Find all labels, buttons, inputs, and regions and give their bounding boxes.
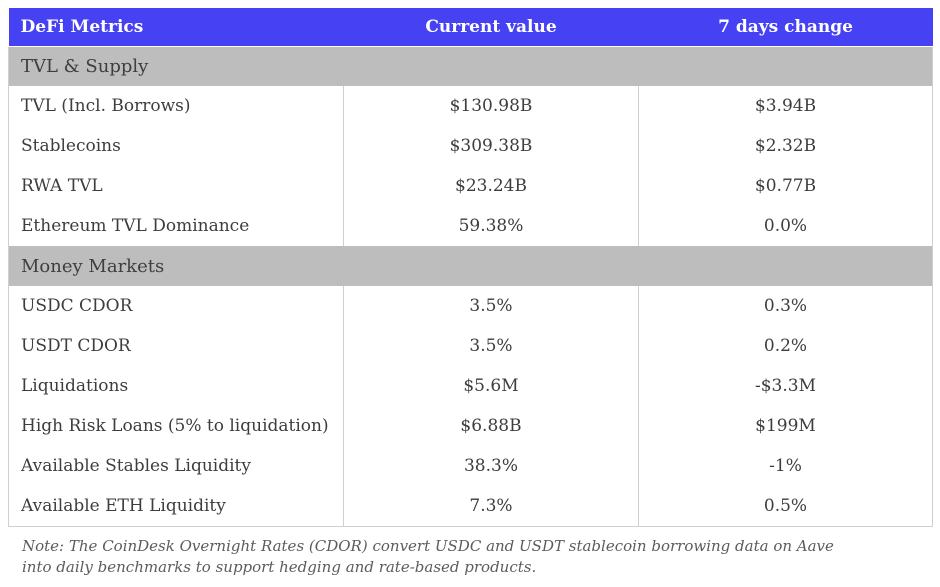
current-value-cell: 3.5% [343,326,639,366]
table-header: DeFi Metrics Current value 7 days change [8,8,933,47]
metric-cell: TVL (Incl. Borrows) [8,86,344,126]
metric-cell: Liquidations [8,366,344,406]
table-body: TVL & Supply TVL (Incl. Borrows) $130.98B $… [8,46,933,527]
header-row: DeFi Metrics Current value 7 days change [8,8,933,47]
change-cell: 0.2% [638,326,933,366]
table-row: High Risk Loans (5% to liquidation) $6.88… [8,406,933,446]
current-value-cell: 7.3% [343,486,639,527]
current-value-cell: 38.3% [343,446,639,486]
section-title: Money Markets [8,246,933,286]
section-row: TVL & Supply [8,46,933,86]
change-cell: $0.77B [638,166,933,206]
column-header-7-days-change: 7 days change [638,8,933,47]
current-value-cell: $5.6M [343,366,639,406]
current-value-cell: 59.38% [343,206,639,246]
table-row: TVL (Incl. Borrows) $130.98B $3.94B [8,86,933,126]
defi-metrics-table: DeFi Metrics Current value 7 days change… [8,8,933,527]
metric-cell: Available ETH Liquidity [8,486,344,527]
table-row: Available Stables Liquidity 38.3% -1% [8,446,933,486]
table-row: RWA TVL $23.24B $0.77B [8,166,933,206]
table-row: Liquidations $5.6M -$3.3M [8,366,933,406]
change-cell: -$3.3M [638,366,933,406]
table-row: Stablecoins $309.38B $2.32B [8,126,933,166]
metric-cell: Stablecoins [8,126,344,166]
section-row: Money Markets [8,246,933,286]
current-value-cell: 3.5% [343,286,639,326]
section-title: TVL & Supply [8,46,933,86]
table-row: Available ETH Liquidity 7.3% 0.5% [8,486,933,527]
change-cell: $199M [638,406,933,446]
change-cell: $3.94B [638,86,933,126]
current-value-cell: $23.24B [343,166,639,206]
metric-cell: RWA TVL [8,166,344,206]
metric-cell: USDT CDOR [8,326,344,366]
column-header-metric: DeFi Metrics [8,8,344,47]
table-row: USDC CDOR 3.5% 0.3% [8,286,933,326]
metric-cell: Ethereum TVL Dominance [8,206,344,246]
column-header-current-value: Current value [343,8,639,47]
metric-cell: High Risk Loans (5% to liquidation) [8,406,344,446]
current-value-cell: $130.98B [343,86,639,126]
table-row: USDT CDOR 3.5% 0.2% [8,326,933,366]
change-cell: 0.0% [638,206,933,246]
current-value-cell: $309.38B [343,126,639,166]
metric-cell: Available Stables Liquidity [8,446,344,486]
table-row: Ethereum TVL Dominance 59.38% 0.0% [8,206,933,246]
change-cell: 0.3% [638,286,933,326]
metric-cell: USDC CDOR [8,286,344,326]
change-cell: 0.5% [638,486,933,527]
change-cell: -1% [638,446,933,486]
current-value-cell: $6.88B [343,406,639,446]
change-cell: $2.32B [638,126,933,166]
footnote: Note: The CoinDesk Overnight Rates (CDOR… [22,536,834,577]
